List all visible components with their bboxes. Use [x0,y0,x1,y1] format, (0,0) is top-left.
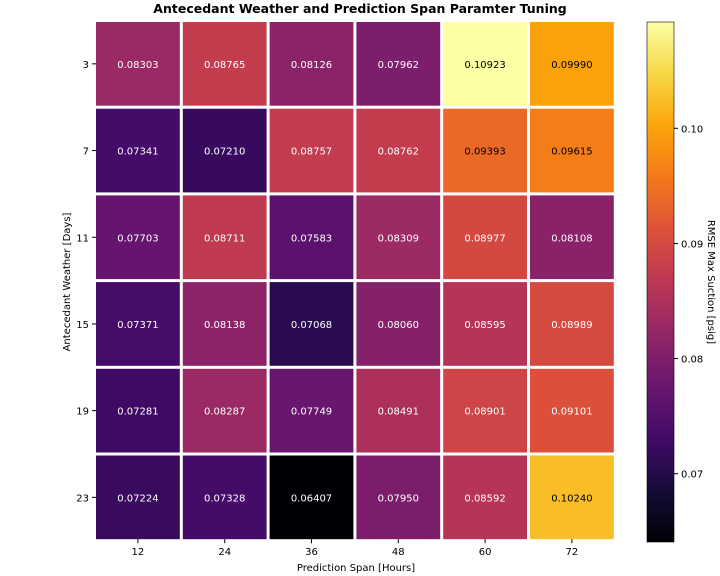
cell-value-label: 0.08989 [551,320,592,331]
heatmap-cell [443,108,527,193]
cell-value-label: 0.08595 [464,320,505,331]
cell-value-label: 0.08762 [378,147,419,158]
cell-value-label: 0.08303 [117,60,158,71]
cell-value-label: 0.09101 [551,407,592,418]
heatmap-cell [96,22,180,106]
heatmap-cell [96,195,180,280]
cell-value-label: 0.08711 [204,233,245,244]
x-axis: 12 24 36 48 60 72 [132,539,579,558]
cell-value-label: 0.09615 [551,147,592,158]
heatmap-cell [96,455,180,540]
heatmap-cell [96,368,180,453]
cell-value-label: 0.06407 [291,493,332,504]
y-tick-label: 11 [76,233,89,244]
colorbar-label: RMSE Max Suction [psig] [705,220,716,344]
heatmap-cell [182,455,267,540]
heatmap-cell [530,195,614,280]
cell-value-label: 0.08309 [378,233,419,244]
cell-value-label: 0.07210 [204,147,245,158]
cell-value-label: 0.07371 [117,320,158,331]
cell-value-label: 0.08491 [378,407,419,418]
heatmap-cell [530,22,614,106]
x-tick-label: 12 [132,547,145,558]
cell-value-label: 0.07950 [378,493,419,504]
heatmap-cell [182,368,267,453]
y-tick-label: 7 [83,147,89,158]
heatmap-cell [356,455,441,540]
cell-value-label: 0.07341 [117,147,158,158]
cell-value-label: 0.08592 [464,493,505,504]
cell-value-label: 0.07224 [117,493,158,504]
heatmap-cell [269,368,354,453]
colorbar-gradient [646,21,675,543]
y-tick-label: 15 [76,320,89,331]
y-tick-label: 19 [76,407,89,418]
cell-value-label: 0.09990 [551,60,592,71]
heatmap-cell [356,22,441,106]
x-tick-label: 48 [392,547,405,558]
cell-value-label: 0.08287 [204,407,245,418]
heatmap-cell [443,22,527,106]
cell-value-label: 0.08138 [204,320,245,331]
cell-value-label: 0.08765 [204,60,245,71]
colorbar: 0.07 0.08 0.09 0.10 [646,21,703,543]
heatmap-cell [530,108,614,193]
cell-value-label: 0.08060 [378,320,419,331]
x-tick-label: 72 [566,547,579,558]
cell-value-label: 0.10240 [551,493,592,504]
cell-value-label: 0.07749 [291,407,332,418]
heatmap-cell [356,195,441,280]
cell-value-label: 0.07281 [117,407,158,418]
heatmap-cell [96,108,180,193]
heatmap-cell [356,108,441,193]
heatmap-cell [182,108,267,193]
heatmap-cell [182,22,267,106]
heatmap-cell [269,455,354,540]
heatmap-cell [182,195,267,280]
cell-value-label: 0.08126 [291,60,332,71]
heatmap-cell [443,455,527,540]
cell-value-label: 0.08108 [551,233,592,244]
x-tick-label: 36 [305,547,318,558]
heatmap-cell [269,22,354,106]
cell-value-label: 0.07962 [378,60,419,71]
heatmap-cell [356,282,441,366]
y-tick-label: 23 [76,493,89,504]
colorbar-tick-label: 0.10 [681,124,703,135]
heatmap-cell [356,368,441,453]
heatmap-grid: 0.08303 0.08765 0.08126 0.07962 0.10923 0.099… [96,22,614,540]
cell-value-label: 0.09393 [464,147,505,158]
heatmap-cell [443,368,527,453]
x-tick-label: 60 [479,547,492,558]
heatmap-cell [443,195,527,280]
cell-value-label: 0.07583 [291,233,332,244]
heatmap-cell [96,282,180,366]
cell-value-label: 0.08757 [291,147,332,158]
cell-value-label: 0.07328 [204,493,245,504]
cell-value-label: 0.07703 [117,233,158,244]
heatmap-cell [269,282,354,366]
x-tick-label: 24 [218,547,231,558]
y-tick-label: 3 [83,60,89,71]
y-axis-label: Antecedant Weather [Days] [62,212,73,351]
heatmap-cell [530,368,614,453]
heatmap-cell [530,455,614,540]
chart-title: Antecedant Weather and Prediction Span P… [153,1,566,16]
colorbar-tick-label: 0.07 [681,470,703,481]
heatmap-cell [182,282,267,366]
cell-value-label: 0.10923 [464,60,505,71]
cell-value-label: 0.08977 [464,233,505,244]
cell-value-label: 0.07068 [291,320,332,331]
heatmap-cell [530,282,614,366]
heatmap-cell [443,282,527,366]
heatmap-cell [269,108,354,193]
heatmap-cell [269,195,354,280]
colorbar-tick-label: 0.08 [681,355,703,366]
cell-value-label: 0.08901 [464,407,505,418]
x-axis-label: Prediction Span [Hours] [297,563,415,574]
y-axis: 3 7 11 15 19 23 [76,60,96,504]
colorbar-tick-label: 0.09 [681,239,703,250]
